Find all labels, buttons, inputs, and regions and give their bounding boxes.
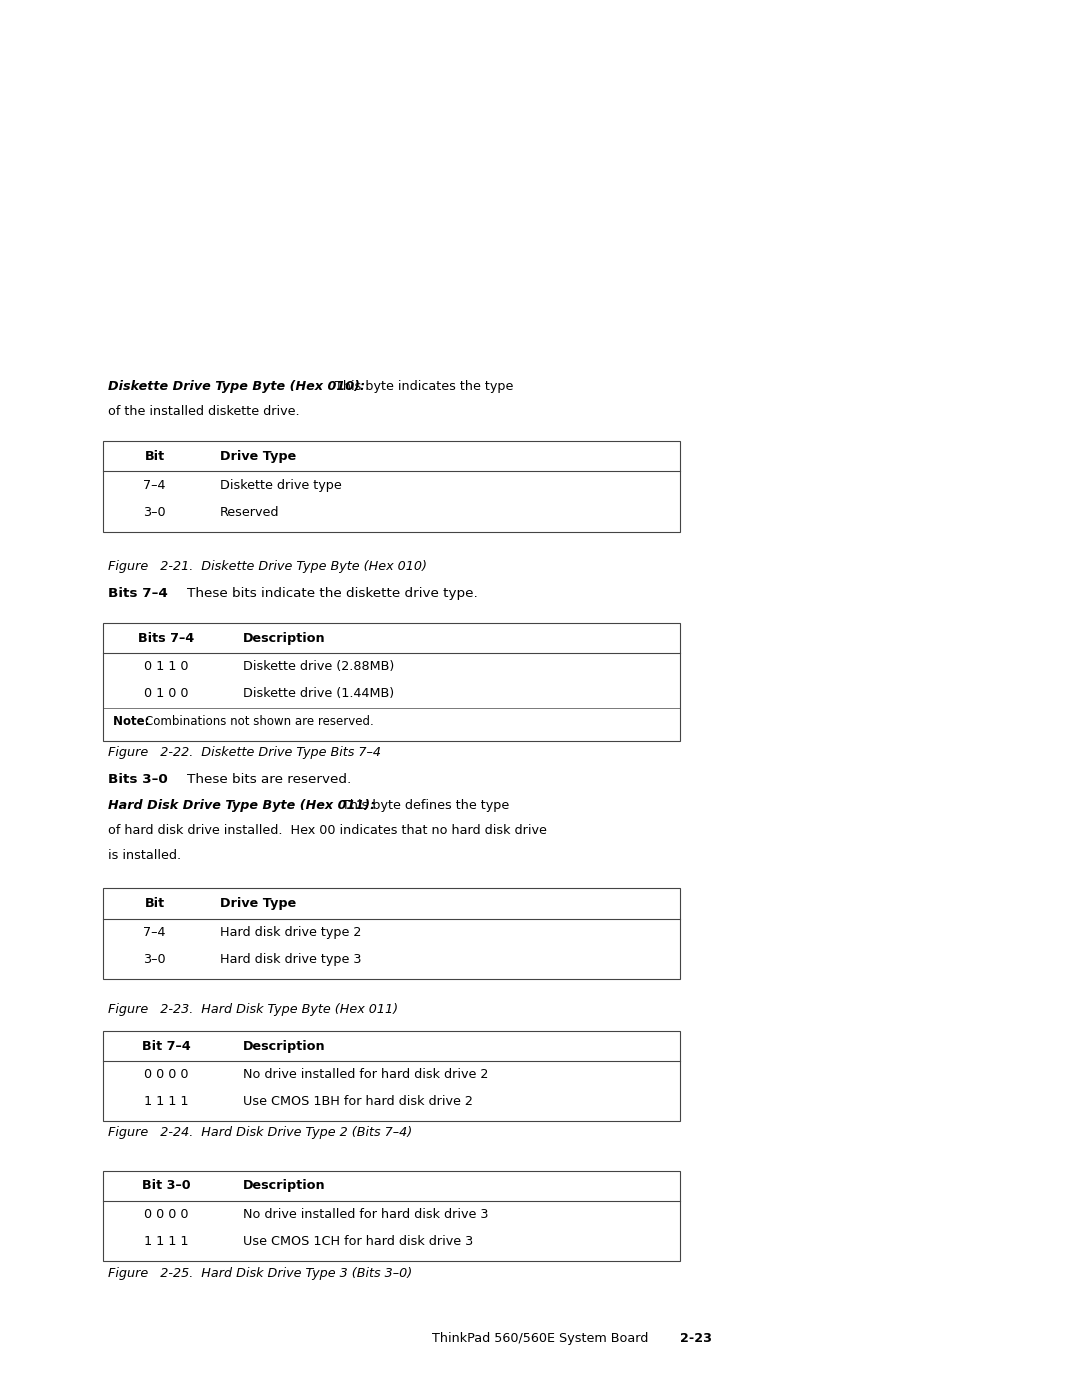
Text: Diskette drive (2.88MB): Diskette drive (2.88MB) xyxy=(243,661,394,673)
Bar xyxy=(103,1031,680,1120)
Text: 1 1 1 1: 1 1 1 1 xyxy=(144,1235,188,1248)
Bar xyxy=(103,623,680,740)
Text: Use CMOS 1BH for hard disk drive 2: Use CMOS 1BH for hard disk drive 2 xyxy=(243,1095,473,1108)
Text: Drive Type: Drive Type xyxy=(219,897,296,909)
Text: 3–0: 3–0 xyxy=(144,506,166,518)
Text: 0 0 0 0: 0 0 0 0 xyxy=(144,1208,188,1221)
Text: Bit 7–4: Bit 7–4 xyxy=(141,1039,190,1052)
Text: Description: Description xyxy=(243,1179,325,1192)
Text: 7–4: 7–4 xyxy=(144,926,166,939)
Text: ThinkPad 560/560E System Board: ThinkPad 560/560E System Board xyxy=(432,1331,648,1345)
Text: of the installed diskette drive.: of the installed diskette drive. xyxy=(108,405,299,418)
Text: These bits indicate the diskette drive type.: These bits indicate the diskette drive t… xyxy=(187,587,477,599)
Text: Bit: Bit xyxy=(145,897,164,909)
Text: 1 1 1 1: 1 1 1 1 xyxy=(144,1095,188,1108)
Text: Figure   2-21.  Diskette Drive Type Byte (Hex 010): Figure 2-21. Diskette Drive Type Byte (H… xyxy=(108,560,427,573)
Text: Figure   2-24.  Hard Disk Drive Type 2 (Bits 7–4): Figure 2-24. Hard Disk Drive Type 2 (Bit… xyxy=(108,1126,413,1139)
Text: Figure   2-22.  Diskette Drive Type Bits 7–4: Figure 2-22. Diskette Drive Type Bits 7–… xyxy=(108,746,381,759)
Text: Combinations not shown are reserved.: Combinations not shown are reserved. xyxy=(145,715,374,728)
Text: Hard disk drive type 2: Hard disk drive type 2 xyxy=(219,926,361,939)
Text: Bits 3–0: Bits 3–0 xyxy=(108,773,167,785)
Text: Note:: Note: xyxy=(113,715,154,728)
Bar xyxy=(103,888,680,978)
Text: 7–4: 7–4 xyxy=(144,479,166,492)
Text: 0 1 0 0: 0 1 0 0 xyxy=(144,687,188,700)
Text: 3–0: 3–0 xyxy=(144,953,166,965)
Text: Description: Description xyxy=(243,1039,325,1052)
Text: This byte indicates the type: This byte indicates the type xyxy=(327,380,514,393)
Text: Reserved: Reserved xyxy=(219,506,279,518)
Bar xyxy=(103,1171,680,1260)
Text: No drive installed for hard disk drive 2: No drive installed for hard disk drive 2 xyxy=(243,1069,488,1081)
Text: Figure   2-23.  Hard Disk Type Byte (Hex 011): Figure 2-23. Hard Disk Type Byte (Hex 01… xyxy=(108,1003,399,1016)
Text: Bit: Bit xyxy=(145,450,164,462)
Bar xyxy=(103,441,680,532)
Text: Hard Disk Drive Type Byte (Hex 011):: Hard Disk Drive Type Byte (Hex 011): xyxy=(108,799,375,812)
Text: Hard disk drive type 3: Hard disk drive type 3 xyxy=(219,953,361,965)
Text: This byte defines the type: This byte defines the type xyxy=(334,799,509,812)
Text: Diskette drive (1.44MB): Diskette drive (1.44MB) xyxy=(243,687,394,700)
Text: Description: Description xyxy=(243,631,325,644)
Text: Bits 7–4: Bits 7–4 xyxy=(108,587,167,599)
Text: 2-23: 2-23 xyxy=(680,1331,713,1345)
Text: Bits 7–4: Bits 7–4 xyxy=(138,631,194,644)
Text: Figure   2-25.  Hard Disk Drive Type 3 (Bits 3–0): Figure 2-25. Hard Disk Drive Type 3 (Bit… xyxy=(108,1267,413,1280)
Text: Use CMOS 1CH for hard disk drive 3: Use CMOS 1CH for hard disk drive 3 xyxy=(243,1235,473,1248)
Text: These bits are reserved.: These bits are reserved. xyxy=(187,773,351,785)
Text: 0 0 0 0: 0 0 0 0 xyxy=(144,1069,188,1081)
Text: 0 1 1 0: 0 1 1 0 xyxy=(144,661,188,673)
Text: Diskette Drive Type Byte (Hex 010):: Diskette Drive Type Byte (Hex 010): xyxy=(108,380,365,393)
Text: Bit 3–0: Bit 3–0 xyxy=(141,1179,190,1192)
Text: is installed.: is installed. xyxy=(108,849,181,862)
Text: Drive Type: Drive Type xyxy=(219,450,296,462)
Text: Diskette drive type: Diskette drive type xyxy=(219,479,341,492)
Text: of hard disk drive installed.  Hex 00 indicates that no hard disk drive: of hard disk drive installed. Hex 00 ind… xyxy=(108,824,546,837)
Text: No drive installed for hard disk drive 3: No drive installed for hard disk drive 3 xyxy=(243,1208,488,1221)
